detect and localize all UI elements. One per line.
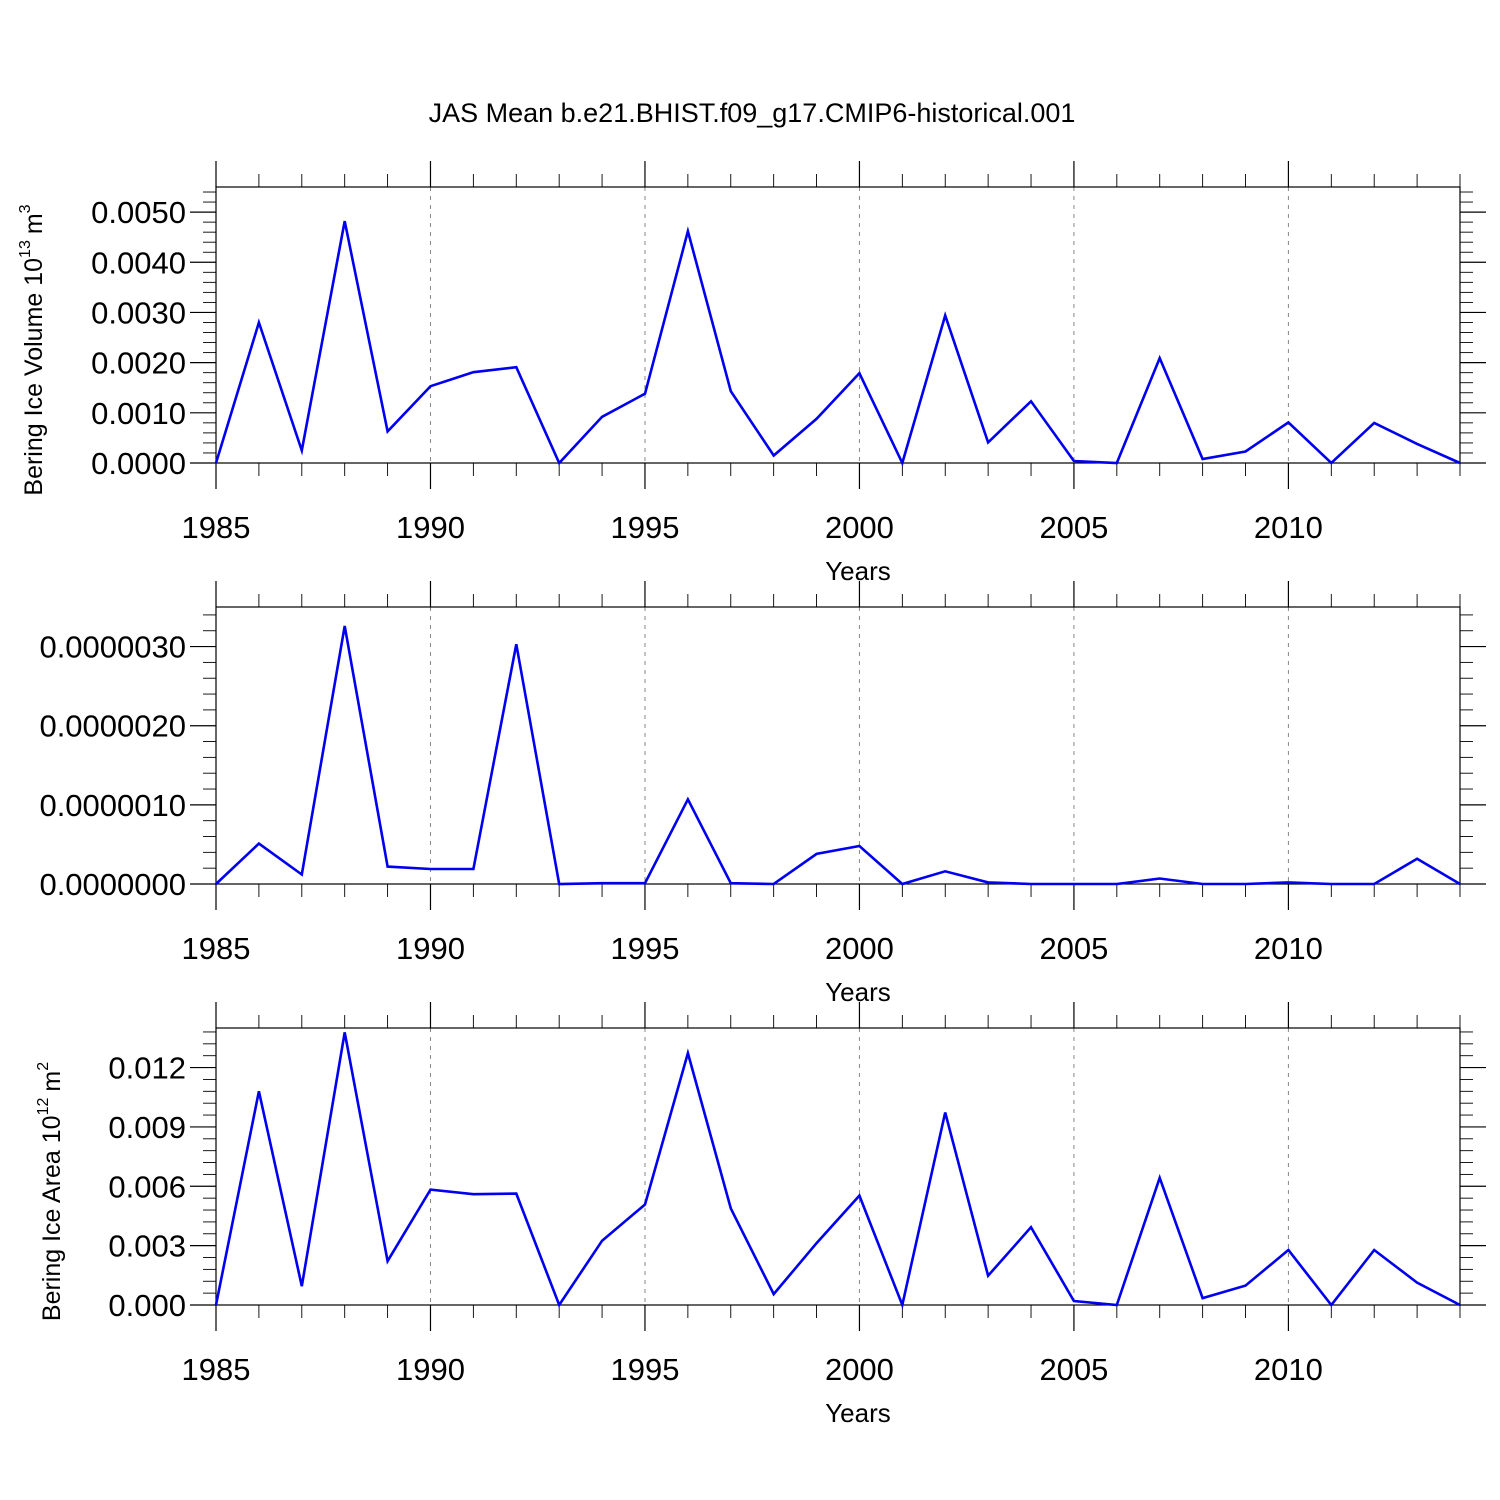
panel-1: 1985 1990 1995 2000 2005 2010 Years 0.0000 0.001…: [17, 161, 1486, 586]
x-tick-label: 1990: [396, 510, 465, 545]
y-tick-label: 0.0030: [91, 295, 186, 330]
panel-3: 1985 1990 1995 2000 2005 2010 Years 0.000 0.003 0…: [35, 1002, 1486, 1428]
x-tick-label: 2010: [1254, 931, 1323, 966]
x-tick-label: 2000: [825, 931, 894, 966]
x-tick-label: 1995: [610, 1352, 679, 1387]
y-axis-title: Bering Ice Volume 1013m3: [17, 204, 48, 495]
x-tick-label: 1990: [396, 1352, 465, 1387]
x-tick-label: 1995: [610, 931, 679, 966]
x-tick-label: 2005: [1039, 931, 1108, 966]
y-tick-label: 0.0020: [91, 346, 186, 381]
x-axis-title: Years: [825, 977, 891, 1007]
plot-frame: [215, 606, 1461, 885]
y-tick-label: 0.000: [108, 1288, 186, 1323]
x-tick-label: 1985: [182, 931, 251, 966]
series-line: [215, 625, 1461, 886]
x-tick-label: 1985: [182, 1352, 251, 1387]
y-tick-label: 0.006: [108, 1169, 186, 1204]
y-tick-label: 0.003: [108, 1229, 186, 1264]
y-tick-label: 0.0000020: [39, 709, 186, 744]
chart-title: JAS Mean b.e21.BHIST.f09_g17.CMIP6-histo…: [429, 98, 1076, 128]
y-tick-label: 0.0050: [91, 195, 186, 230]
plot-frame: [215, 186, 1461, 464]
y-tick-label: 0.009: [108, 1110, 186, 1145]
x-tick-label: 1995: [610, 510, 679, 545]
x-tick-label: 2010: [1254, 510, 1323, 545]
x-tick-label: 2005: [1039, 1352, 1108, 1387]
series-line: [214, 1032, 1461, 1310]
x-tick-label: 2005: [1039, 510, 1108, 545]
y-tick-label: 0.0000010: [39, 788, 186, 823]
x-tick-label: 2000: [825, 510, 894, 545]
x-axis-title: Years: [825, 556, 891, 586]
x-tick-label: 1985: [182, 510, 251, 545]
panels: 1985 1990 1995 2000 2005 2010 Years 0.0000 0.001…: [17, 161, 1486, 1428]
y-tick-label: 0.0040: [91, 245, 186, 280]
x-tick-label: 1990: [396, 931, 465, 966]
y-axis-title: Bering Ice Area 1012m2: [35, 1062, 66, 1321]
y-tick-label: 0.0000000: [39, 867, 186, 902]
panel-2: 1985 1990 1995 2000 2005 2010 Years 0.0000000 0.…: [39, 581, 1486, 1007]
plot-frame: [215, 1027, 1461, 1306]
x-tick-label: 2000: [825, 1352, 894, 1387]
y-tick-label: 0.0010: [91, 396, 186, 431]
series-line: [214, 220, 1461, 467]
x-tick-label: 2010: [1254, 1352, 1323, 1387]
y-tick-label: 0.0000: [91, 446, 186, 481]
x-axis-title: Years: [825, 1398, 891, 1428]
y-tick-label: 0.012: [108, 1051, 186, 1086]
y-tick-label: 0.0000030: [39, 630, 186, 665]
